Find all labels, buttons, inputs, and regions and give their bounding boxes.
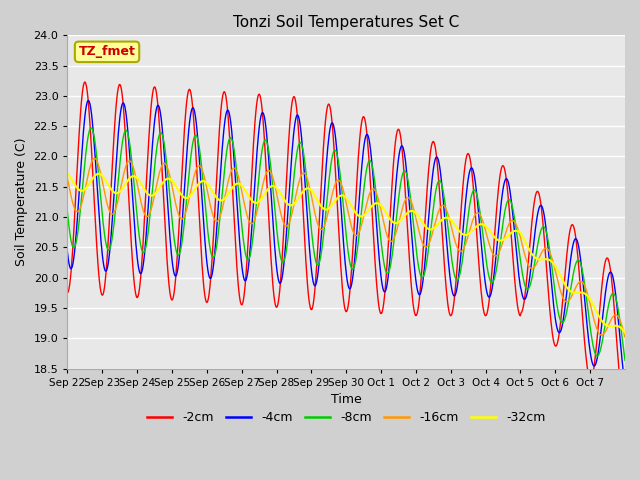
Text: TZ_fmet: TZ_fmet	[79, 45, 136, 59]
Title: Tonzi Soil Temperatures Set C: Tonzi Soil Temperatures Set C	[233, 15, 460, 30]
Legend: -2cm, -4cm, -8cm, -16cm, -32cm: -2cm, -4cm, -8cm, -16cm, -32cm	[142, 406, 550, 429]
X-axis label: Time: Time	[331, 393, 362, 406]
Y-axis label: Soil Temperature (C): Soil Temperature (C)	[15, 138, 28, 266]
